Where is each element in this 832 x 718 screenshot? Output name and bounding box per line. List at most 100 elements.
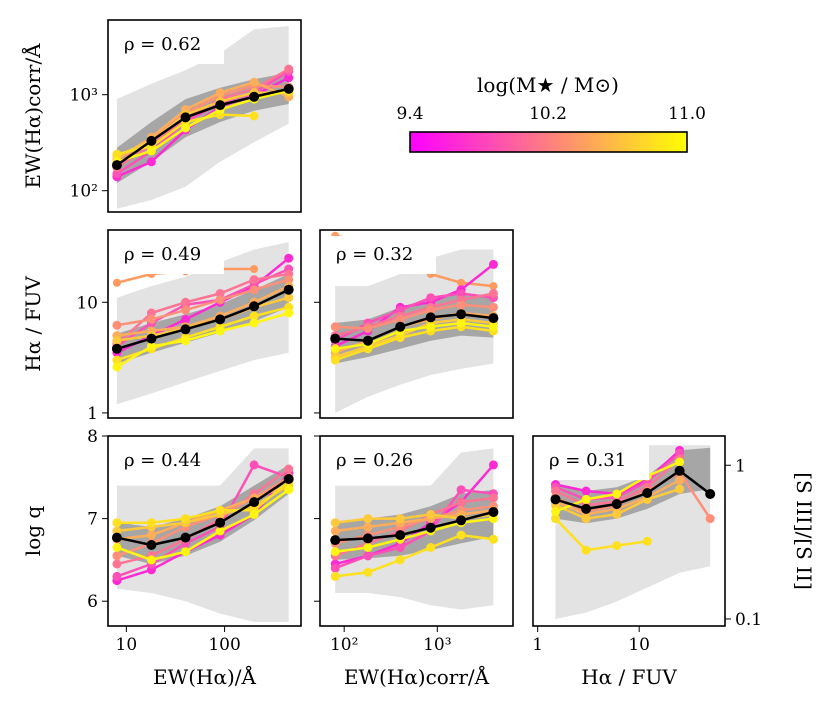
panels-layer: ρ = 0.62 10² 10³ EW(Hα)corr/Å ρ = 0.49 1 10 Hα …	[20, 19, 816, 689]
mass-bin-series-2-line	[116, 267, 290, 348]
mass-bin-series-6-point	[426, 510, 436, 519]
mass-bin-series-3-point	[284, 464, 294, 474]
mass-bin-series-2-point	[330, 563, 340, 573]
mass-bin-series-8-point	[112, 543, 122, 552]
mass-bin-series-5-line	[335, 509, 494, 533]
mass-bin-series-8-point	[488, 322, 498, 332]
median-series-point	[674, 465, 685, 476]
axes-frame	[532, 435, 726, 627]
mass-bin-series-3-point	[488, 493, 498, 503]
mass-bin-series-8-point	[249, 318, 259, 328]
mass-bin-series-3-point	[551, 486, 560, 496]
panel-middle-left: ρ = 0.49 1 10 Hα / FUV	[21, 229, 302, 424]
rho-label-bg	[326, 442, 436, 480]
right-y-tick-label: 1	[735, 456, 746, 476]
mass-bin-series-4-point	[456, 300, 466, 310]
mass-bin-series-7-point	[215, 505, 225, 515]
mass-bin-series-8-point	[146, 555, 156, 565]
mass-bin-series-5-point	[215, 88, 225, 98]
mass-bin-series-5-line	[116, 284, 290, 337]
mass-bin-series-3-point	[488, 289, 498, 298]
mass-bin-series-5-point	[249, 77, 259, 87]
x-tick-label: 10	[116, 635, 138, 655]
mass-bin-series-3-point	[456, 497, 466, 507]
y-tick-label: 10	[76, 293, 98, 313]
mass-bin-series-7-point	[181, 514, 190, 524]
median-series-line	[116, 87, 289, 167]
outlier-series-point	[457, 278, 466, 287]
y-tick-label: 10³	[70, 86, 98, 106]
mass-bin-series-5-point	[146, 530, 156, 540]
x-axis-label: Hα / FUV	[581, 665, 677, 689]
mass-bin-series-6-point	[284, 293, 294, 303]
y-tick-label: 7	[87, 510, 98, 530]
mass-bin-series-7-point	[395, 555, 405, 565]
mass-bin-series-3-point	[215, 289, 225, 298]
mass-bin-series-5-line	[116, 80, 290, 161]
mass-bin-series-7-line	[334, 325, 494, 362]
median-series-point	[146, 135, 157, 146]
mass-bin-series-8-point	[456, 318, 466, 328]
rho-label: ρ = 0.44	[124, 450, 201, 471]
panel-bottom-left: ρ = 0.44 6 7 8 10 100 log q EW(Hα)/Å	[21, 427, 302, 689]
mass-bin-series-1-point	[284, 253, 294, 263]
plot-area	[550, 445, 716, 619]
mass-bin-series-2-point	[112, 169, 122, 179]
mass-bin-series-7-point	[330, 355, 340, 365]
mass-bin-series-2-point	[426, 293, 436, 303]
mass-bin-series-6-point	[581, 514, 591, 524]
x-tick-label: 10²	[330, 635, 358, 655]
mass-bin-series-8-point	[363, 543, 373, 552]
mass-bin-series-5-point	[330, 526, 340, 536]
y-tick-label: 1	[87, 404, 98, 424]
mass-bin-series-4-point	[181, 305, 190, 315]
y-tick-label: 10²	[70, 182, 98, 202]
mass-bin-series-8-point	[146, 146, 156, 156]
mass-bin-series-1-point	[581, 486, 591, 496]
mass-bin-series-1-point	[146, 157, 156, 167]
colorbar-gradient	[409, 131, 688, 153]
x-axis-label: EW(Hα)corr/Å	[344, 664, 490, 689]
mass-bin-series-7-point	[581, 545, 591, 555]
mass-bin-series-8-point	[284, 485, 294, 495]
plot-area	[330, 448, 499, 610]
y-axis-label: Hα / FUV	[21, 276, 45, 372]
outlier-series-point	[250, 265, 259, 273]
mass-bin-series-5-point	[363, 522, 373, 532]
median-series-point	[642, 488, 653, 498]
y-tick-label: 8	[87, 427, 98, 447]
mass-bin-series-7-point	[249, 111, 259, 121]
median-series-point	[111, 343, 122, 354]
mass-bin-series-3-line	[116, 272, 289, 345]
rho-label-bg	[114, 442, 224, 480]
mass-bin-series-8-point	[112, 362, 122, 372]
median-series-point	[180, 324, 191, 335]
mass-bin-series-4-point	[146, 314, 156, 324]
median-series-point	[362, 335, 373, 346]
mass-bin-series-8-point	[215, 326, 225, 336]
axes-frame	[319, 435, 514, 627]
mass-bin-series-7-point	[146, 518, 156, 528]
mass-bin-series-7-line	[116, 480, 290, 524]
mass-bin-series-6-line	[116, 484, 290, 533]
plot-area	[111, 242, 294, 405]
median-series-point	[488, 313, 499, 324]
rho-label-bg	[114, 236, 224, 274]
median-series-point	[180, 532, 191, 543]
mass-bin-series-7-point	[112, 518, 122, 528]
mass-bin-series-8-line	[335, 321, 494, 351]
mass-bin-series-7-point	[330, 571, 340, 581]
plot-area	[111, 448, 294, 622]
mass-bin-series-4-point	[395, 314, 405, 324]
mass-bin-series-8-point	[146, 341, 156, 351]
mass-bin-series-8-point	[215, 526, 225, 536]
rho-label: ρ = 0.49	[124, 244, 201, 265]
outlier-series-point	[489, 282, 498, 291]
x-axis-label: EW(Hα)/Å	[153, 664, 256, 689]
mass-bin-series-1-point	[284, 73, 294, 83]
median-series-point	[146, 540, 157, 550]
mass-bin-series-3-point	[146, 308, 156, 318]
mass-bin-series-8-point	[181, 336, 190, 346]
mass-bin-series-8-point	[581, 494, 591, 504]
